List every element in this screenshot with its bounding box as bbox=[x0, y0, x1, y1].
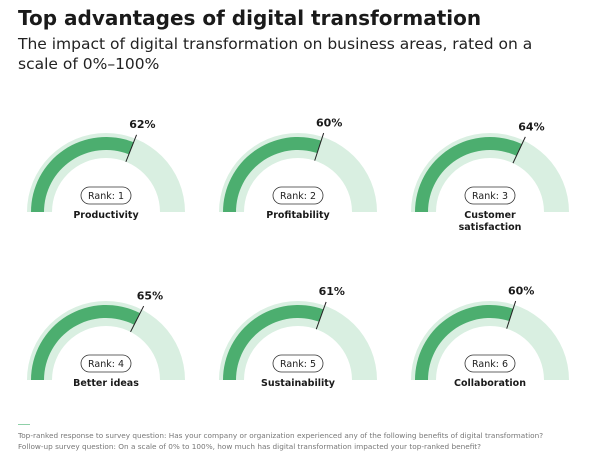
gauge-fill bbox=[415, 136, 522, 212]
gauge-fill bbox=[31, 136, 134, 212]
chart-title: Top advantages of digital transformation bbox=[18, 6, 482, 30]
category-label: Sustainability bbox=[261, 378, 336, 389]
rank-label: Rank: 4 bbox=[88, 359, 124, 370]
gauge-fill bbox=[415, 305, 514, 380]
value-label: 61% bbox=[319, 285, 345, 298]
value-label: 65% bbox=[137, 290, 163, 303]
rank-pill bbox=[464, 354, 516, 373]
value-label: 62% bbox=[129, 118, 155, 131]
value-label: 60% bbox=[508, 284, 534, 297]
rank-pill bbox=[272, 186, 324, 205]
gauge-fill bbox=[223, 304, 324, 380]
category-label: Collaboration bbox=[454, 378, 526, 389]
gauge-needle bbox=[125, 134, 138, 162]
rank-label: Rank: 6 bbox=[472, 359, 508, 370]
gauge-needle bbox=[130, 305, 145, 333]
value-label: 60% bbox=[316, 116, 342, 129]
rank-label: Rank: 1 bbox=[88, 191, 124, 202]
category-label: satisfaction bbox=[459, 222, 522, 233]
rank-pill bbox=[80, 186, 132, 205]
gauge-needle bbox=[314, 132, 325, 161]
rank-label: Rank: 3 bbox=[472, 191, 508, 202]
footnote-2: Follow-up survey question: On a scale of… bbox=[18, 442, 482, 451]
rank-pill bbox=[272, 354, 324, 373]
category-label: Productivity bbox=[73, 210, 139, 221]
rank-pill bbox=[80, 354, 132, 373]
chart-subtitle: The impact of digital transformation on … bbox=[18, 35, 533, 73]
category-label: Profitability bbox=[266, 210, 330, 221]
footnote-1: Top-ranked response to survey question: … bbox=[18, 431, 544, 440]
category-label: Better ideas bbox=[73, 378, 139, 389]
gauge-fill bbox=[223, 136, 322, 212]
footnotes: Top-ranked response to survey question: … bbox=[18, 430, 543, 452]
category-label: Customer bbox=[464, 210, 516, 221]
gauge-needle bbox=[512, 136, 526, 164]
rank-label: Rank: 5 bbox=[280, 359, 316, 370]
value-label: 64% bbox=[518, 120, 544, 133]
divider bbox=[18, 424, 30, 425]
rank-pill bbox=[464, 186, 516, 205]
gauge-needle bbox=[506, 300, 517, 329]
rank-label: Rank: 2 bbox=[280, 191, 316, 202]
gauge-fill bbox=[31, 304, 141, 380]
gauge-needle bbox=[315, 301, 327, 330]
